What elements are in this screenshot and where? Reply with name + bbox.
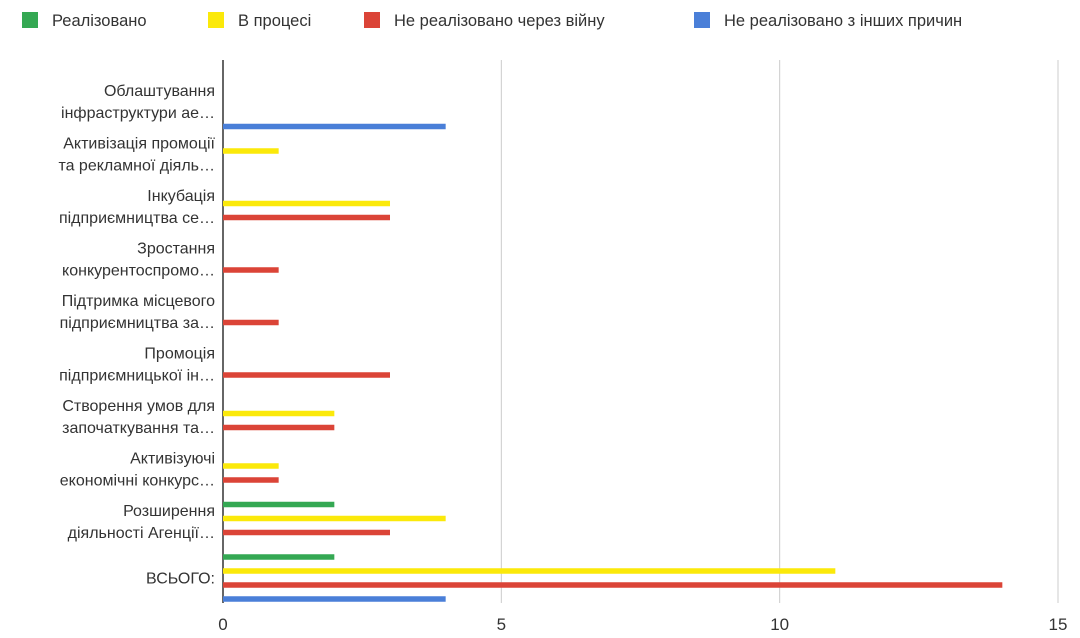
bar-10-series-1 bbox=[223, 554, 334, 560]
bar-9-series-3 bbox=[223, 530, 390, 536]
legend-swatch-4 bbox=[694, 12, 710, 28]
category-label-4-line-2: конкурентоспромо… bbox=[62, 263, 215, 280]
bar-2-series-2 bbox=[223, 148, 279, 154]
bar-9-series-1 bbox=[223, 502, 334, 508]
category-label-6-line-2: підприємницької ін… bbox=[59, 368, 215, 385]
category-label-9-line-2: діяльності Агенції… bbox=[68, 525, 215, 542]
bar-5-series-3 bbox=[223, 320, 279, 326]
x-tick-label-2: 5 bbox=[497, 615, 506, 634]
legend-swatch-2 bbox=[208, 12, 224, 28]
bar-4-series-3 bbox=[223, 267, 279, 273]
legend-label-4: Не реалізовано з інших причин bbox=[724, 12, 962, 30]
x-tick-label-1: 0 bbox=[218, 615, 227, 634]
category-label-6-line-1: Промоція bbox=[144, 346, 215, 363]
bar-10-series-2 bbox=[223, 568, 835, 574]
legend-label-2: В процесі bbox=[238, 12, 311, 30]
category-label-5-line-1: Підтримка місцевого bbox=[62, 293, 215, 310]
legend-label-1: Реалізовано bbox=[52, 12, 147, 30]
category-label-3-line-2: підприємництва се… bbox=[59, 210, 215, 227]
category-label-3-line-1: Інкубація bbox=[147, 188, 215, 205]
bar-7-series-3 bbox=[223, 425, 334, 431]
bar-7-series-2 bbox=[223, 411, 334, 417]
category-label-2-line-1: Активізація промоції bbox=[63, 136, 215, 153]
x-tick-label-4: 15 bbox=[1049, 615, 1068, 634]
legend-label-3: Не реалізовано через війну bbox=[394, 12, 605, 30]
bar-8-series-3 bbox=[223, 477, 279, 483]
category-label-9-line-1: Розширення bbox=[123, 503, 215, 520]
category-label-10-line-1: ВСЬОГО: bbox=[146, 571, 215, 588]
bar-3-series-2 bbox=[223, 201, 390, 207]
category-label-1-line-1: Облаштування bbox=[104, 83, 215, 100]
bar-6-series-3 bbox=[223, 372, 390, 378]
bar-3-series-3 bbox=[223, 215, 390, 221]
legend-swatch-1 bbox=[22, 12, 38, 28]
category-label-7-line-2: започаткування та… bbox=[62, 420, 215, 437]
bar-1-series-4 bbox=[223, 124, 446, 130]
bar-9-series-2 bbox=[223, 516, 446, 522]
x-tick-label-3: 10 bbox=[770, 615, 789, 634]
bar-10-series-4 bbox=[223, 596, 446, 602]
category-label-8-line-1: Активізуючі bbox=[130, 451, 215, 468]
category-label-1-line-2: інфраструктури ае… bbox=[61, 105, 215, 122]
category-label-4-line-1: Зростання bbox=[137, 241, 215, 258]
category-label-7-line-1: Створення умов для bbox=[62, 398, 215, 415]
legend-swatch-3 bbox=[364, 12, 380, 28]
bar-8-series-2 bbox=[223, 463, 279, 469]
category-label-5-line-2: підприємництва за… bbox=[60, 315, 215, 332]
category-label-2-line-2: та рекламної діяль… bbox=[58, 158, 215, 175]
category-label-8-line-2: економічні конкурс… bbox=[60, 473, 215, 490]
bar-10-series-3 bbox=[223, 582, 1002, 588]
